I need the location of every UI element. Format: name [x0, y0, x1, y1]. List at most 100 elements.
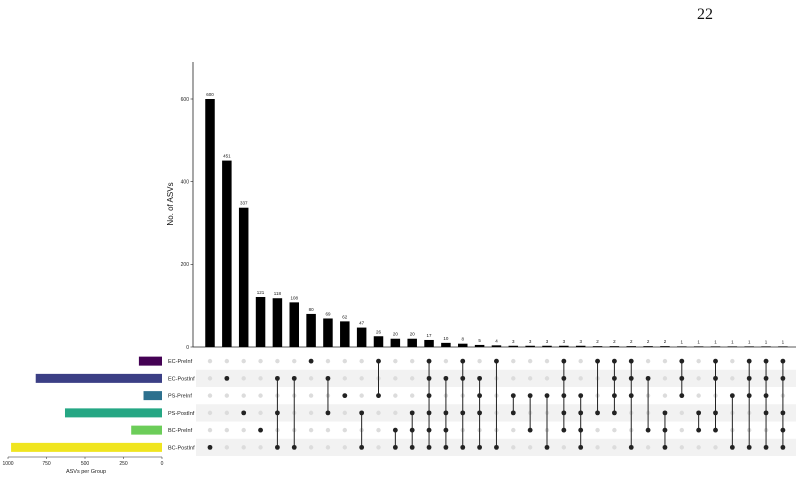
matrix-dot-active [510, 393, 516, 399]
matrix-dot-active [713, 358, 718, 364]
intersection-bar-label: 8 [461, 337, 464, 342]
matrix-dot-inactive [275, 358, 280, 364]
matrix-dot-active [612, 375, 617, 381]
matrix-dot-inactive [258, 376, 263, 381]
matrix-dot-inactive [308, 445, 314, 450]
matrix-dot-active [729, 444, 735, 450]
matrix-dot-inactive [527, 445, 533, 450]
set-size-bar [143, 391, 162, 401]
intersection-bar-label: 1 [765, 339, 768, 344]
intersection-bar-label: 2 [664, 339, 667, 344]
set-size-tick-label: 0 [161, 461, 164, 467]
matrix-dot-active [628, 444, 634, 450]
matrix-dot-inactive [224, 427, 230, 433]
intersection-bar [761, 346, 771, 347]
matrix-dot-inactive [544, 376, 550, 381]
intersection-bar-label: 2 [596, 339, 599, 344]
matrix-dot-inactive [393, 393, 398, 398]
intersection-bar-label: 1 [731, 339, 734, 344]
matrix-dot-active [376, 393, 381, 399]
intersection-bar [778, 346, 788, 347]
matrix-dot-active [763, 410, 769, 416]
matrix-dot-active [763, 444, 769, 450]
matrix-dot-active [696, 427, 702, 433]
matrix-dot-inactive [224, 358, 230, 364]
intersection-bar [407, 338, 417, 347]
matrix-dot-active [494, 358, 499, 364]
matrix-dot-inactive [325, 358, 331, 364]
matrix-dot-inactive [308, 393, 314, 398]
matrix-dot-active [275, 375, 280, 381]
set-label: BC-PostInf [168, 445, 195, 451]
matrix-dot-active [713, 375, 718, 381]
matrix-dot-inactive [258, 445, 263, 450]
matrix-dot-inactive [359, 358, 364, 364]
matrix-dot-active [561, 427, 567, 433]
matrix-dot-inactive [410, 376, 415, 381]
matrix-dot-inactive [511, 445, 516, 450]
intersection-bar [340, 321, 350, 347]
set-label: EC-PreInf [168, 359, 193, 365]
matrix-dot-active [544, 393, 550, 399]
y-tick-label: 600 [181, 97, 190, 103]
matrix-dot-active [780, 358, 786, 364]
matrix-dot-active [713, 427, 718, 433]
matrix-dot-inactive [679, 445, 684, 450]
matrix-dot-active [342, 393, 348, 399]
matrix-dot-active [679, 393, 685, 399]
set-size-bar [35, 373, 162, 383]
matrix-dot-inactive [207, 393, 213, 398]
matrix-dot-inactive [241, 358, 246, 364]
y-tick-label: 400 [181, 179, 190, 185]
matrix-dot-inactive [342, 358, 347, 364]
intersection-bar [525, 345, 535, 347]
intersection-bar [575, 345, 586, 347]
matrix-dot-inactive [410, 393, 415, 398]
intersection-bar-label: 118 [274, 291, 282, 296]
intersection-bar-label: 121 [257, 290, 265, 295]
matrix-dot-inactive [241, 393, 246, 398]
matrix-dot-inactive [443, 358, 449, 364]
matrix-dot-active [578, 410, 584, 416]
set-size-bar [64, 408, 162, 418]
matrix-dot-active [392, 444, 398, 450]
set-size-bar [138, 356, 162, 366]
set-size-axis: 1000 750 500 250 0 [2, 456, 164, 467]
matrix-dot-inactive [376, 427, 381, 433]
intersection-bar-label: 5 [478, 338, 481, 343]
matrix-dot-inactive [696, 358, 701, 364]
intersection-bar [441, 342, 451, 347]
matrix-dot-active [578, 393, 584, 399]
matrix-dot-inactive [325, 445, 331, 450]
set-label: EC-PostInf [168, 376, 195, 382]
matrix-dot-inactive [511, 376, 516, 381]
matrix-dot-inactive [359, 376, 364, 381]
matrix-dot-active [628, 358, 634, 364]
matrix-dot-active [763, 375, 769, 381]
matrix-dot-active [258, 427, 263, 433]
matrix-dot-inactive [730, 376, 735, 381]
matrix-dot-active [494, 444, 499, 450]
intersection-bar [255, 296, 266, 347]
matrix-dot-active [426, 393, 432, 399]
matrix-dot-inactive [410, 358, 415, 364]
matrix-dot-inactive [527, 376, 533, 381]
matrix-dot-inactive [730, 358, 735, 364]
intersection-bar-label: 26 [376, 329, 382, 334]
intersection-bar-label: 62 [342, 314, 348, 319]
matrix-dot-inactive [207, 358, 213, 364]
matrix-dot-inactive [292, 358, 297, 364]
intersection-bar [744, 346, 754, 347]
matrix-dot-active [544, 444, 550, 450]
matrix-dot-inactive [679, 410, 684, 416]
matrix-dot-inactive [393, 358, 398, 364]
matrix-dot-active [713, 410, 718, 416]
intersection-bar-label: 1 [748, 339, 751, 344]
intersection-bar [306, 313, 316, 347]
intersection-bar [491, 345, 502, 347]
intersection-bar [373, 336, 384, 347]
set-size-axis-title: ASVs per Group [66, 469, 106, 475]
matrix-dot-inactive [393, 410, 398, 416]
matrix-dot-active [679, 358, 685, 364]
matrix-dot-active [426, 427, 432, 433]
